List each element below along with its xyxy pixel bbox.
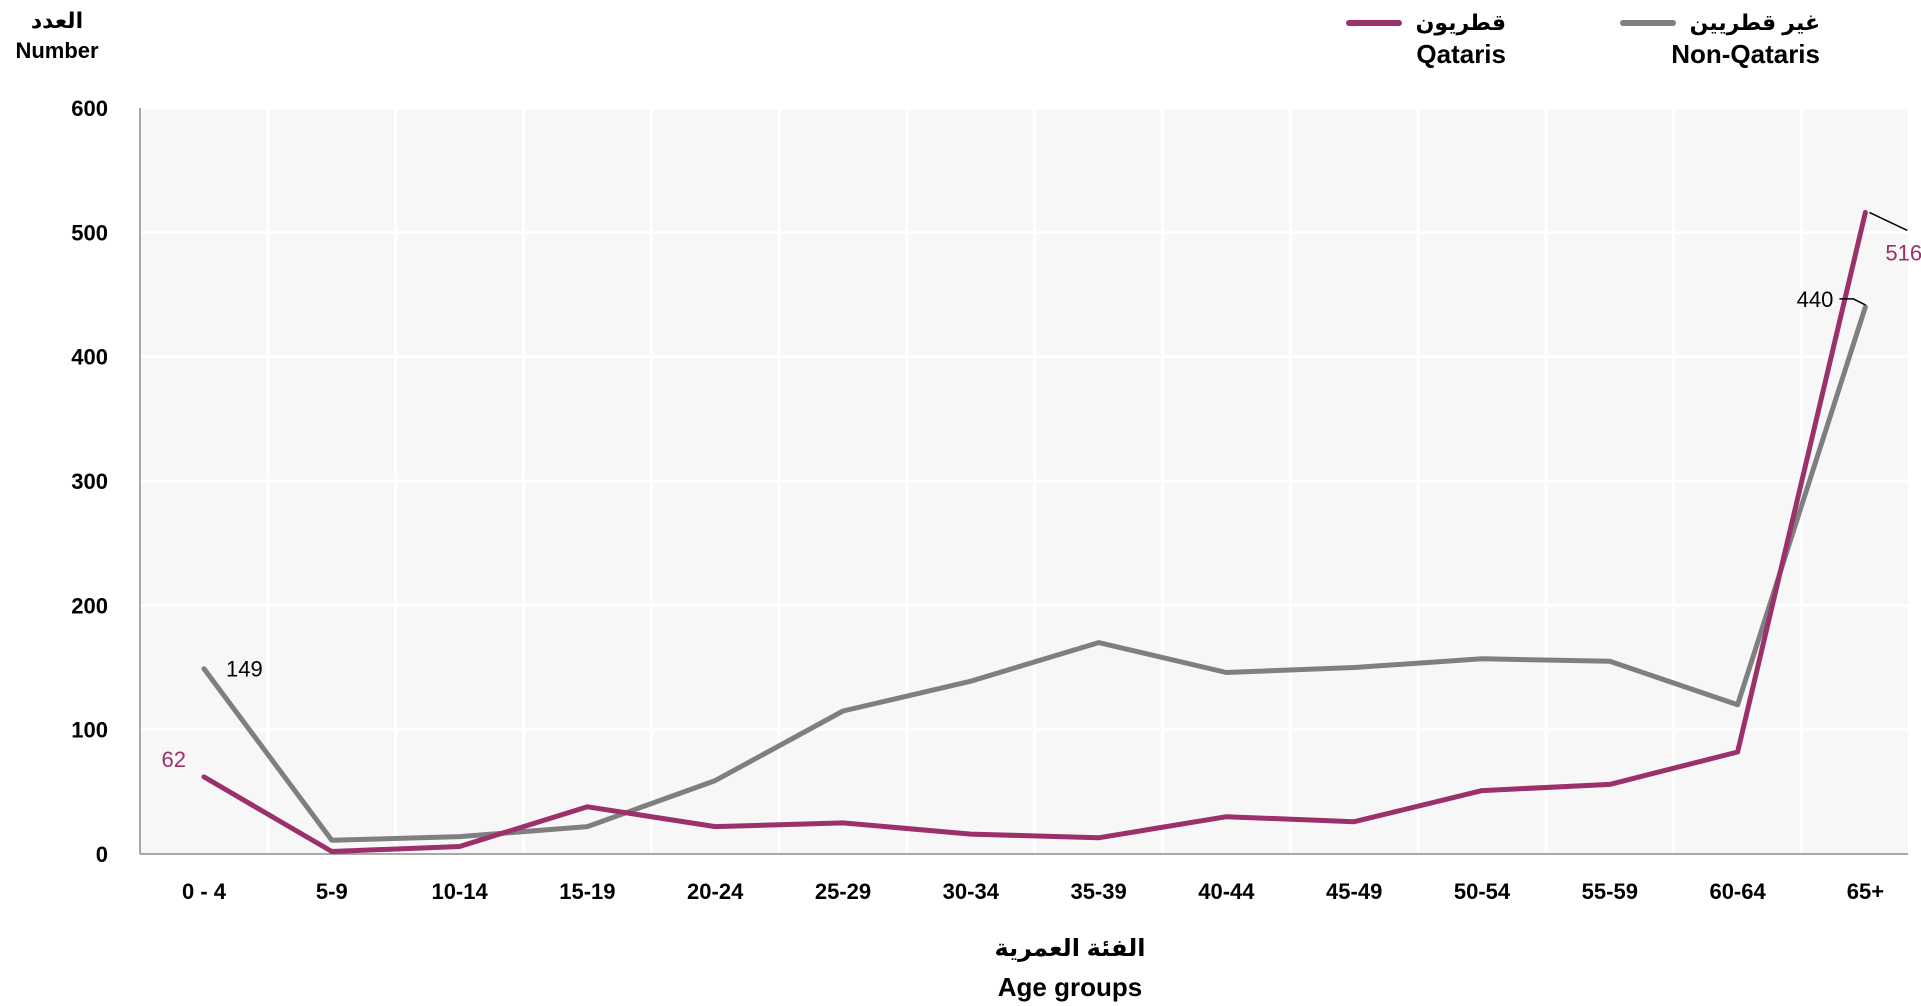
legend-swatch-non-qataris <box>1619 20 1676 26</box>
y-tick-label: 400 <box>71 345 108 370</box>
y-axis-title-english: Number <box>15 38 99 63</box>
x-tick-label: 25-29 <box>815 879 871 904</box>
y-tick-label: 0 <box>96 842 108 867</box>
leader-line-qataris-65 <box>1869 211 1908 232</box>
x-tick-label: 5-9 <box>316 879 348 904</box>
y-tick-label: 100 <box>71 718 108 743</box>
x-tick-label: 10-14 <box>431 879 488 904</box>
x-tick-label: 45-49 <box>1326 879 1382 904</box>
x-tick-label: 50-54 <box>1454 879 1511 904</box>
legend-item-non-qataris: غير قطريين Non-Qataris <box>1560 8 1820 70</box>
x-axis-title: الفئة العمرية Age groups <box>910 930 1230 1006</box>
x-tick-label: 55-59 <box>1582 879 1638 904</box>
legend-item-qataris: قطريون Qataris <box>1290 8 1506 70</box>
x-tick-label: 15-19 <box>559 879 615 904</box>
x-axis-title-arabic: الفئة العمرية <box>994 935 1146 962</box>
x-tick-label: 40-44 <box>1198 879 1255 904</box>
legend-label-non-qataris-arabic: غير قطريين <box>1689 10 1820 35</box>
legend-label-qataris-arabic: قطريون <box>1415 10 1506 35</box>
data-label-non-qataris-0-4: 149 <box>226 657 263 682</box>
data-label-qataris-0-4: 62 <box>162 747 186 772</box>
leader-line-non-qataris-65 <box>1839 298 1866 306</box>
x-tick-label: 0 - 4 <box>182 879 227 904</box>
x-tick-label: 20-24 <box>687 879 744 904</box>
y-tick-labels: 0 100 200 300 400 500 600 <box>71 96 108 867</box>
data-label-non-qataris-65: 440 <box>1797 287 1834 312</box>
series-line-qataris <box>201 209 1868 854</box>
series-line-non-qataris <box>201 304 1868 843</box>
series-lines <box>201 209 1868 854</box>
y-axis-title: العدد Number <box>8 6 106 66</box>
horizontal-gridlines <box>140 106 1908 732</box>
legend-swatch-qataris <box>1345 20 1402 26</box>
x-tick-label: 35-39 <box>1070 879 1126 904</box>
x-tick-label: 65+ <box>1847 879 1884 904</box>
y-tick-label: 200 <box>71 593 108 618</box>
data-label-qataris-65: 516 <box>1885 240 1921 265</box>
y-tick-label: 600 <box>71 96 108 121</box>
x-tick-labels: 0 - 4 5-9 10-14 15-19 20-24 25-29 30-34 35-39 40… <box>182 879 1884 904</box>
y-tick-label: 300 <box>71 469 108 494</box>
x-tick-label: 60-64 <box>1709 879 1766 904</box>
legend-label-qataris-english: Qataris <box>1416 39 1506 69</box>
x-axis-title-english: Age groups <box>997 972 1143 1002</box>
data-labels: 62 149 516 440 <box>162 211 1921 772</box>
x-tick-label: 30-34 <box>943 879 1000 904</box>
y-tick-label: 500 <box>71 220 108 245</box>
legend-label-non-qataris-english: Non-Qataris <box>1671 39 1820 69</box>
y-axis-title-arabic: العدد <box>30 8 84 33</box>
